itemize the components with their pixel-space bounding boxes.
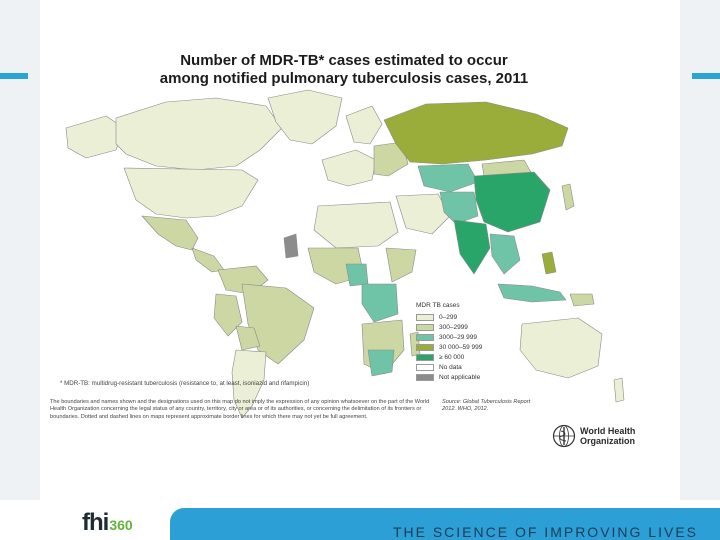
region-australia <box>519 317 603 379</box>
legend-label: 3000–29 999 <box>439 333 477 341</box>
legend-item: No data <box>416 362 526 372</box>
legend-swatch <box>416 333 434 341</box>
region-north-africa <box>313 201 399 249</box>
region-alaska <box>65 115 125 159</box>
legend-swatch <box>416 373 434 381</box>
footer-tagline: THE SCIENCE OF IMPROVING LIVES <box>392 524 698 540</box>
slide-side-band-left <box>0 0 40 500</box>
region-russia <box>383 101 569 165</box>
region-west-sahara <box>283 233 299 259</box>
legend-item: ≥ 60 000 <box>416 352 526 362</box>
region-new-zealand <box>613 377 625 403</box>
region-greenland <box>267 89 343 145</box>
legend-item: 0–299 <box>416 312 526 322</box>
legend-item: 3000–29 999 <box>416 332 526 342</box>
region-southeast-asia <box>489 233 521 275</box>
region-usa <box>123 167 259 219</box>
world-map <box>65 89 625 419</box>
legend-swatch <box>416 353 434 361</box>
region-south-africa <box>367 349 395 377</box>
region-western-europe <box>321 149 377 187</box>
map-footnote: * MDR-TB: multidrug-resistant tuberculos… <box>60 380 310 387</box>
legend-swatch <box>416 323 434 331</box>
map-source: Source: Global Tuberculosis Report 2012.… <box>442 399 531 413</box>
region-india <box>453 219 491 275</box>
legend-item: 300–2999 <box>416 322 526 332</box>
region-horn-africa <box>385 247 417 283</box>
region-scandinavia <box>345 105 383 145</box>
who-emblem-icon <box>552 424 576 448</box>
logo-main: fhi <box>82 509 109 536</box>
slide-footer: fhi 360 THE SCIENCE OF IMPROVING LIVES <box>0 500 720 540</box>
region-iran-pakistan <box>439 191 479 225</box>
legend-item: Not applicable <box>416 372 526 382</box>
map-disclaimer: The boundaries and names shown and the d… <box>50 399 430 420</box>
region-mexico <box>141 215 199 251</box>
region-nigeria <box>345 263 369 287</box>
map-legend: MDR TB cases 0–299 300–2999 3000–29 999 … <box>416 302 526 382</box>
slide-side-band-right <box>680 0 720 500</box>
region-bolivia <box>235 325 261 351</box>
region-peru <box>213 293 243 337</box>
legend-label: Not applicable <box>439 373 481 381</box>
who-name-line-2: Organization <box>580 436 636 446</box>
slide-accent-left <box>0 73 28 79</box>
region-central-america <box>191 247 225 273</box>
legend-label: 300–2999 <box>439 323 468 331</box>
region-japan <box>561 183 575 211</box>
region-central-africa <box>361 283 399 323</box>
legend-item: 30 000–59 999 <box>416 342 526 352</box>
map-title: Number of MDR-TB* cases estimated to occ… <box>46 52 642 88</box>
legend-swatch <box>416 363 434 371</box>
region-kazakhstan <box>417 163 479 193</box>
fhi360-logo: fhi 360 <box>82 510 133 536</box>
who-logo: World Health Organization <box>552 424 644 458</box>
map-title-line-1: Number of MDR-TB* cases estimated to occ… <box>180 52 508 69</box>
region-china <box>473 171 551 233</box>
footer-band: THE SCIENCE OF IMPROVING LIVES <box>170 508 720 540</box>
region-philippines <box>541 251 557 275</box>
legend-swatch <box>416 313 434 321</box>
legend-label: No data <box>439 363 462 371</box>
legend-label: ≥ 60 000 <box>439 353 465 361</box>
slide-accent-right <box>692 73 720 79</box>
map-title-line-2: among notified pulmonary tuberculosis ca… <box>159 70 529 87</box>
region-canada <box>115 97 283 171</box>
legend-swatch <box>416 343 434 351</box>
region-middle-east <box>395 193 451 235</box>
region-indonesia <box>497 283 567 303</box>
legend-title: MDR TB cases <box>416 302 460 309</box>
legend-label: 0–299 <box>439 313 458 321</box>
who-name-line-1: World Health <box>580 426 636 436</box>
region-png <box>569 293 595 307</box>
map-figure: Number of MDR-TB* cases estimated to occ… <box>46 48 642 472</box>
legend-label: 30 000–59 999 <box>439 343 483 351</box>
logo-number: 360 <box>109 517 133 533</box>
who-name: World Health Organization <box>580 426 650 446</box>
region-argentina-chile <box>231 349 267 419</box>
